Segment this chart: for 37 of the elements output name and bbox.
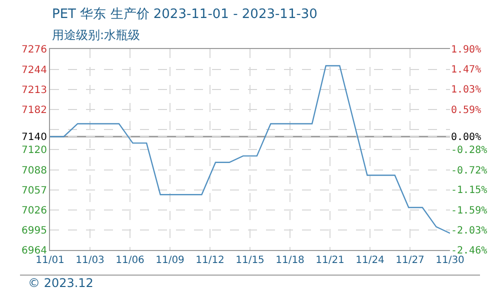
y-tick-label: 6964 bbox=[22, 246, 47, 256]
y-tick-label: 7120 bbox=[22, 145, 47, 156]
y2-tick-label: -2.03% bbox=[451, 226, 488, 237]
y-tick-label: 7026 bbox=[22, 206, 47, 217]
y-tick-label: 7182 bbox=[22, 105, 47, 116]
x-tick-label: 11/06 bbox=[116, 255, 144, 266]
y-tick-label: 7057 bbox=[22, 186, 47, 197]
y2-tick-label: -0.72% bbox=[451, 165, 488, 176]
y2-tick-label: 0.59% bbox=[451, 104, 482, 116]
y-tick-label: 6995 bbox=[22, 226, 47, 237]
y2-tick-label: 1.90% bbox=[451, 44, 482, 56]
y2-tick-label: 1.03% bbox=[451, 84, 482, 96]
x-tick-label: 11/30 bbox=[436, 255, 464, 266]
x-tick-label: 11/09 bbox=[156, 255, 184, 266]
x-tick-label: 11/27 bbox=[396, 255, 424, 266]
y2-tick-label: -0.28% bbox=[451, 145, 488, 156]
y-tick-label: 7213 bbox=[22, 85, 47, 96]
chart-subtitle: 用途级别:水瓶级 bbox=[52, 28, 140, 42]
x-tick-label: 11/21 bbox=[316, 255, 344, 266]
y-tick-label: 7276 bbox=[22, 44, 47, 56]
x-tick-label: 11/01 bbox=[36, 255, 64, 266]
y-tick-label: 7088 bbox=[22, 166, 47, 177]
x-tick-label: 11/15 bbox=[236, 255, 264, 266]
y2-tick-label: -2.46% bbox=[451, 246, 488, 256]
text: © 2023.12 bbox=[28, 276, 94, 290]
y-tick-label: 7244 bbox=[22, 65, 47, 76]
y2-tick-label: 0.00% bbox=[451, 132, 482, 144]
x-tick-label: 11/18 bbox=[276, 255, 304, 266]
y-tick-label: 7140 bbox=[22, 132, 47, 144]
y2-tick-label: 1.47% bbox=[451, 64, 482, 76]
x-tick-label: 11/03 bbox=[76, 255, 104, 266]
x-tick-label: 11/24 bbox=[356, 255, 384, 266]
chart-title: PET 华东 生产价 2023-11-01 - 2023-11-30 bbox=[52, 7, 318, 22]
y2-tick-label: -1.59% bbox=[451, 205, 488, 216]
line-series bbox=[50, 65, 450, 234]
x-tick-label: 11/12 bbox=[196, 255, 224, 266]
y2-tick-label: -1.15% bbox=[451, 185, 488, 196]
